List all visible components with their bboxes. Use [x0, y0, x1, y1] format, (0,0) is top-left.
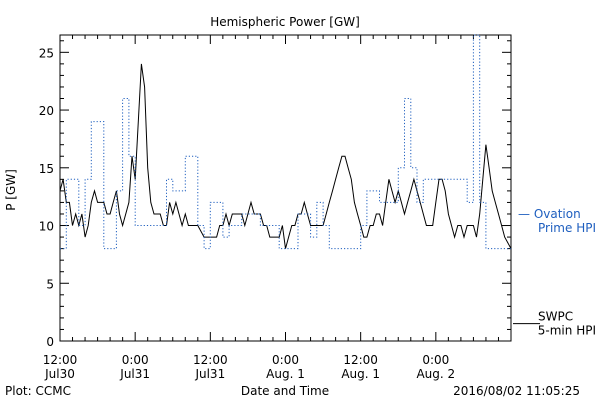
footer-left: Plot: CCMC — [5, 384, 71, 398]
y-tick-label: 20 — [39, 104, 54, 118]
x-tick-label-time: 0:00 — [422, 353, 449, 367]
x-tick-label-time: 12:00 — [43, 353, 78, 367]
footer-timestamp: 2016/08/02 11:05:25 — [453, 384, 580, 398]
x-tick-label-date: Aug. 2 — [416, 367, 455, 381]
legend-swpc-line1: SWPC — [538, 310, 573, 324]
x-tick-label-date: Jul30 — [44, 367, 75, 381]
y-axis-ticks: 0 5 10 15 20 25 — [39, 40, 511, 349]
x-tick-label-time: 0:00 — [122, 353, 149, 367]
y-tick-label: 0 — [46, 335, 54, 349]
x-tick-label-date: Jul31 — [194, 367, 225, 381]
plot-frame — [59, 34, 512, 342]
legend-swpc-line2: 5-min HPI — [538, 324, 596, 338]
chart-title: Hemispheric Power [GW] — [210, 15, 360, 29]
x-tick-label-date: Jul31 — [119, 367, 150, 381]
y-tick-label: 25 — [39, 46, 54, 60]
x-tick-label-date: Aug. 1 — [266, 367, 305, 381]
series-group — [59, 34, 512, 250]
x-tick-label-time: 12:00 — [193, 353, 228, 367]
legend-ovation-line2: Prime HPI — [538, 221, 596, 235]
legend-ovation-line1: — Ovation — [518, 207, 581, 221]
x-tick-label-date: Aug. 1 — [341, 367, 380, 381]
y-tick-label: 15 — [39, 162, 54, 176]
swpc-hpi-line — [59, 63, 512, 249]
x-tick-label-time: 0:00 — [272, 353, 299, 367]
x-tick-label-time: 12:00 — [343, 353, 378, 367]
y-axis-label: P [GW] — [4, 169, 18, 211]
ovation-prime-hpi-line — [60, 34, 511, 250]
y-tick-label: 10 — [39, 220, 54, 234]
y-tick-label: 5 — [46, 277, 54, 291]
x-axis-label: Date and Time — [241, 384, 329, 398]
